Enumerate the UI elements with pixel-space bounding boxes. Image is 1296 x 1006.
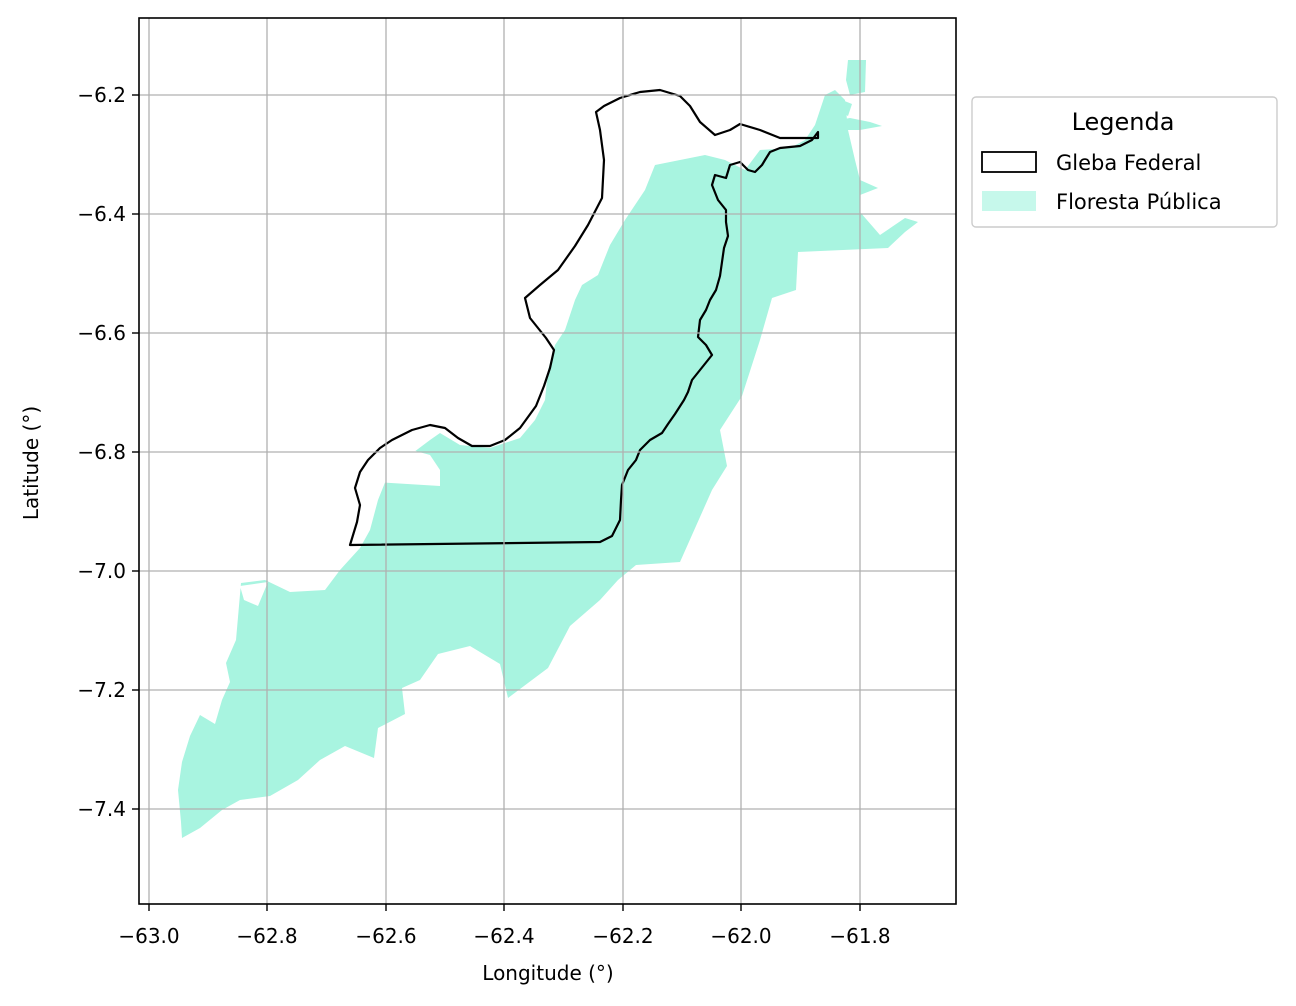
floresta-north-islet: [846, 60, 866, 95]
non-forest-notch-south: [240, 582, 268, 606]
floresta-northeast-islet: [840, 100, 852, 116]
legend-label-floresta: Floresta Pública: [1056, 190, 1222, 214]
grid: [139, 18, 956, 904]
map-layers: [178, 60, 918, 838]
x-axis-title: Longitude (°): [482, 961, 613, 985]
x-tick-label: −62.4: [473, 924, 534, 948]
y-tick-labels: −6.2 −6.4 −6.6 −6.8 −7.0 −7.2 −7.4: [77, 83, 126, 821]
y-tick-label: −6.2: [77, 83, 126, 107]
x-tick-label: −62.8: [236, 924, 297, 948]
axes-frame: [138, 17, 957, 905]
non-forest-notch-west: [374, 448, 440, 486]
x-tick-label: −62.2: [592, 924, 653, 948]
legend-label-gleba: Gleba Federal: [1056, 151, 1201, 175]
legend: Legenda Gleba Federal Floresta Pública: [971, 96, 1278, 228]
x-tick-label: −63.0: [118, 924, 179, 948]
y-axis-title: Latitude (°): [19, 406, 43, 520]
x-tick-label: −62.0: [710, 924, 771, 948]
floresta-main-polygon: [178, 90, 918, 838]
y-tick-label: −6.4: [77, 202, 126, 226]
legend-box: [971, 96, 1278, 228]
x-tick-label: −61.8: [829, 924, 890, 948]
legend-swatch-gleba: [981, 151, 1037, 173]
y-tick-label: −7.0: [77, 559, 126, 583]
floresta-publica-area: [178, 60, 918, 838]
gleba-federal-outline: [348, 88, 820, 547]
y-tick-label: −6.6: [77, 321, 126, 345]
y-tick-label: −7.4: [77, 797, 126, 821]
tick-marks: [132, 94, 861, 911]
x-tick-labels: −63.0 −62.8 −62.6 −62.4 −62.2 −62.0 −61.…: [118, 924, 890, 948]
legend-title: Legenda: [1072, 108, 1175, 136]
legend-swatch-floresta: [982, 191, 1036, 211]
y-tick-label: −7.2: [77, 678, 126, 702]
x-tick-label: −62.6: [355, 924, 416, 948]
non-forest-areas: [240, 448, 440, 606]
y-tick-label: −6.8: [77, 440, 126, 464]
